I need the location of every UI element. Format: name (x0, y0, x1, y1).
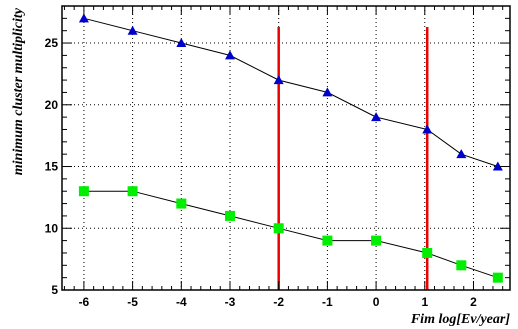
triangle-point (422, 124, 433, 134)
triangle-point (371, 112, 382, 122)
axis-ticks (62, 5, 510, 291)
y-tick-label: 15 (45, 160, 59, 174)
square-point (492, 272, 503, 283)
square-point (456, 260, 467, 271)
series-line (83, 17, 498, 167)
x-tick-label: -3 (225, 295, 236, 309)
triangle-point (273, 75, 284, 85)
y-tick-label: 20 (45, 98, 59, 112)
plot-frame (61, 5, 511, 291)
square-point (273, 223, 284, 234)
square-point (78, 186, 89, 197)
square-point (422, 247, 433, 258)
x-axis-title: Fim log[Ev/year] (410, 312, 510, 327)
y-axis-title: minimum cluster multiplicity (11, 7, 26, 175)
y-tick-labels: 5 10 15 20 25 (45, 36, 59, 297)
x-tick-label: 1 (421, 295, 428, 309)
square-point (225, 210, 235, 221)
triangle-point (225, 50, 235, 60)
triangle-point (456, 149, 467, 159)
triangle-point (78, 13, 89, 23)
series-triangle (78, 13, 503, 171)
marker-lines (277, 26, 429, 290)
series-square (78, 186, 503, 283)
x-tick-label: -2 (273, 295, 284, 309)
x-tick-labels: -6 -5 -4 -3 -2 -1 0 1 2 (79, 295, 478, 309)
y-tick-label: 10 (45, 221, 59, 235)
y-tick-label: 25 (45, 36, 59, 50)
x-tick-label: -5 (127, 295, 138, 309)
triangle-point (176, 38, 187, 48)
x-tick-label: -1 (322, 295, 333, 309)
series-line (83, 190, 498, 279)
y-tick-label: 5 (51, 283, 58, 297)
triangle-point (127, 25, 138, 35)
grid-lines (62, 6, 510, 291)
x-tick-label: -6 (79, 295, 90, 309)
series-layer (78, 13, 503, 283)
x-tick-label: -4 (176, 295, 187, 309)
square-point (371, 235, 382, 246)
x-tick-label: 2 (470, 295, 477, 309)
triangle-point (492, 161, 503, 171)
square-point (176, 198, 187, 209)
x-tick-label: 0 (373, 295, 380, 309)
square-point (322, 235, 333, 246)
triangle-point (322, 87, 333, 97)
square-point (127, 186, 138, 197)
